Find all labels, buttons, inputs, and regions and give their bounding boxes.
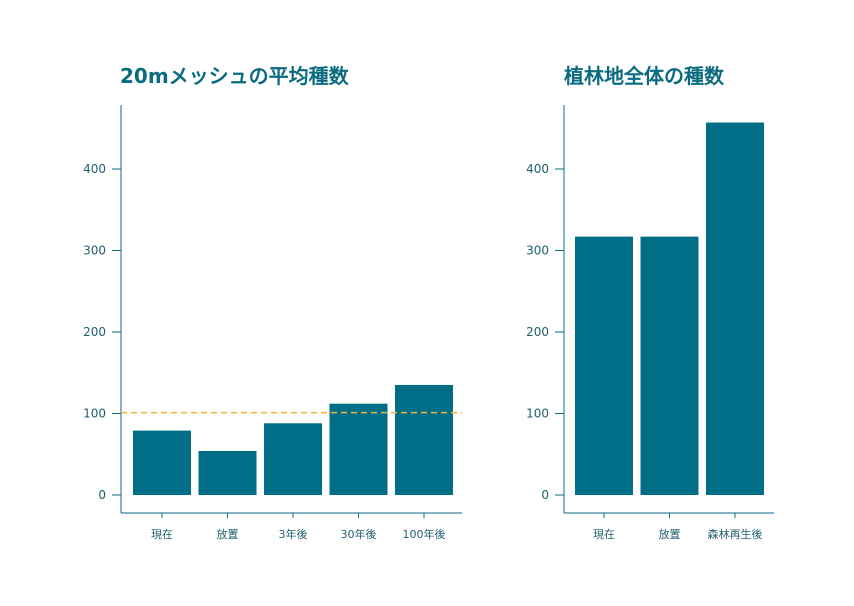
bar [133, 430, 191, 495]
bar [575, 236, 633, 495]
bar [706, 122, 764, 496]
bar [264, 423, 322, 495]
category-label: 現在 [151, 528, 173, 541]
y-tick-label: 100 [526, 407, 549, 421]
category-label: 森林再生後 [708, 527, 763, 541]
y-tick-label: 200 [526, 325, 549, 339]
y-tick-label: 400 [83, 162, 106, 176]
category-label: 30年後 [341, 527, 377, 541]
bar [640, 236, 699, 495]
chart-mesh-average-species: 20mメッシュの平均種数 0 100 200 300 400 現在 放置 3年後 30年後 100… [83, 64, 462, 541]
bar [395, 384, 453, 495]
y-tick-label: 100 [83, 407, 106, 421]
category-label: 3年後 [279, 527, 308, 541]
y-tick-label: 200 [83, 325, 106, 339]
bar [329, 403, 388, 495]
category-label: 放置 [217, 527, 239, 541]
y-tick-label: 0 [541, 488, 549, 502]
y-tick-label: 300 [526, 244, 549, 258]
category-label: 100年後 [403, 527, 446, 541]
category-label: 現在 [593, 528, 615, 541]
chart-title: 植林地全体の種数 [564, 64, 725, 88]
bar [198, 450, 257, 495]
y-tick-label: 400 [526, 162, 549, 176]
y-tick-label: 300 [83, 244, 106, 258]
chart-title: 20mメッシュの平均種数 [120, 64, 350, 88]
category-label: 放置 [659, 527, 681, 541]
y-tick-label: 0 [98, 488, 106, 502]
chart-plantation-total-species: 植林地全体の種数 0 100 200 300 400 現在 放置 森林再生後 [526, 64, 774, 541]
